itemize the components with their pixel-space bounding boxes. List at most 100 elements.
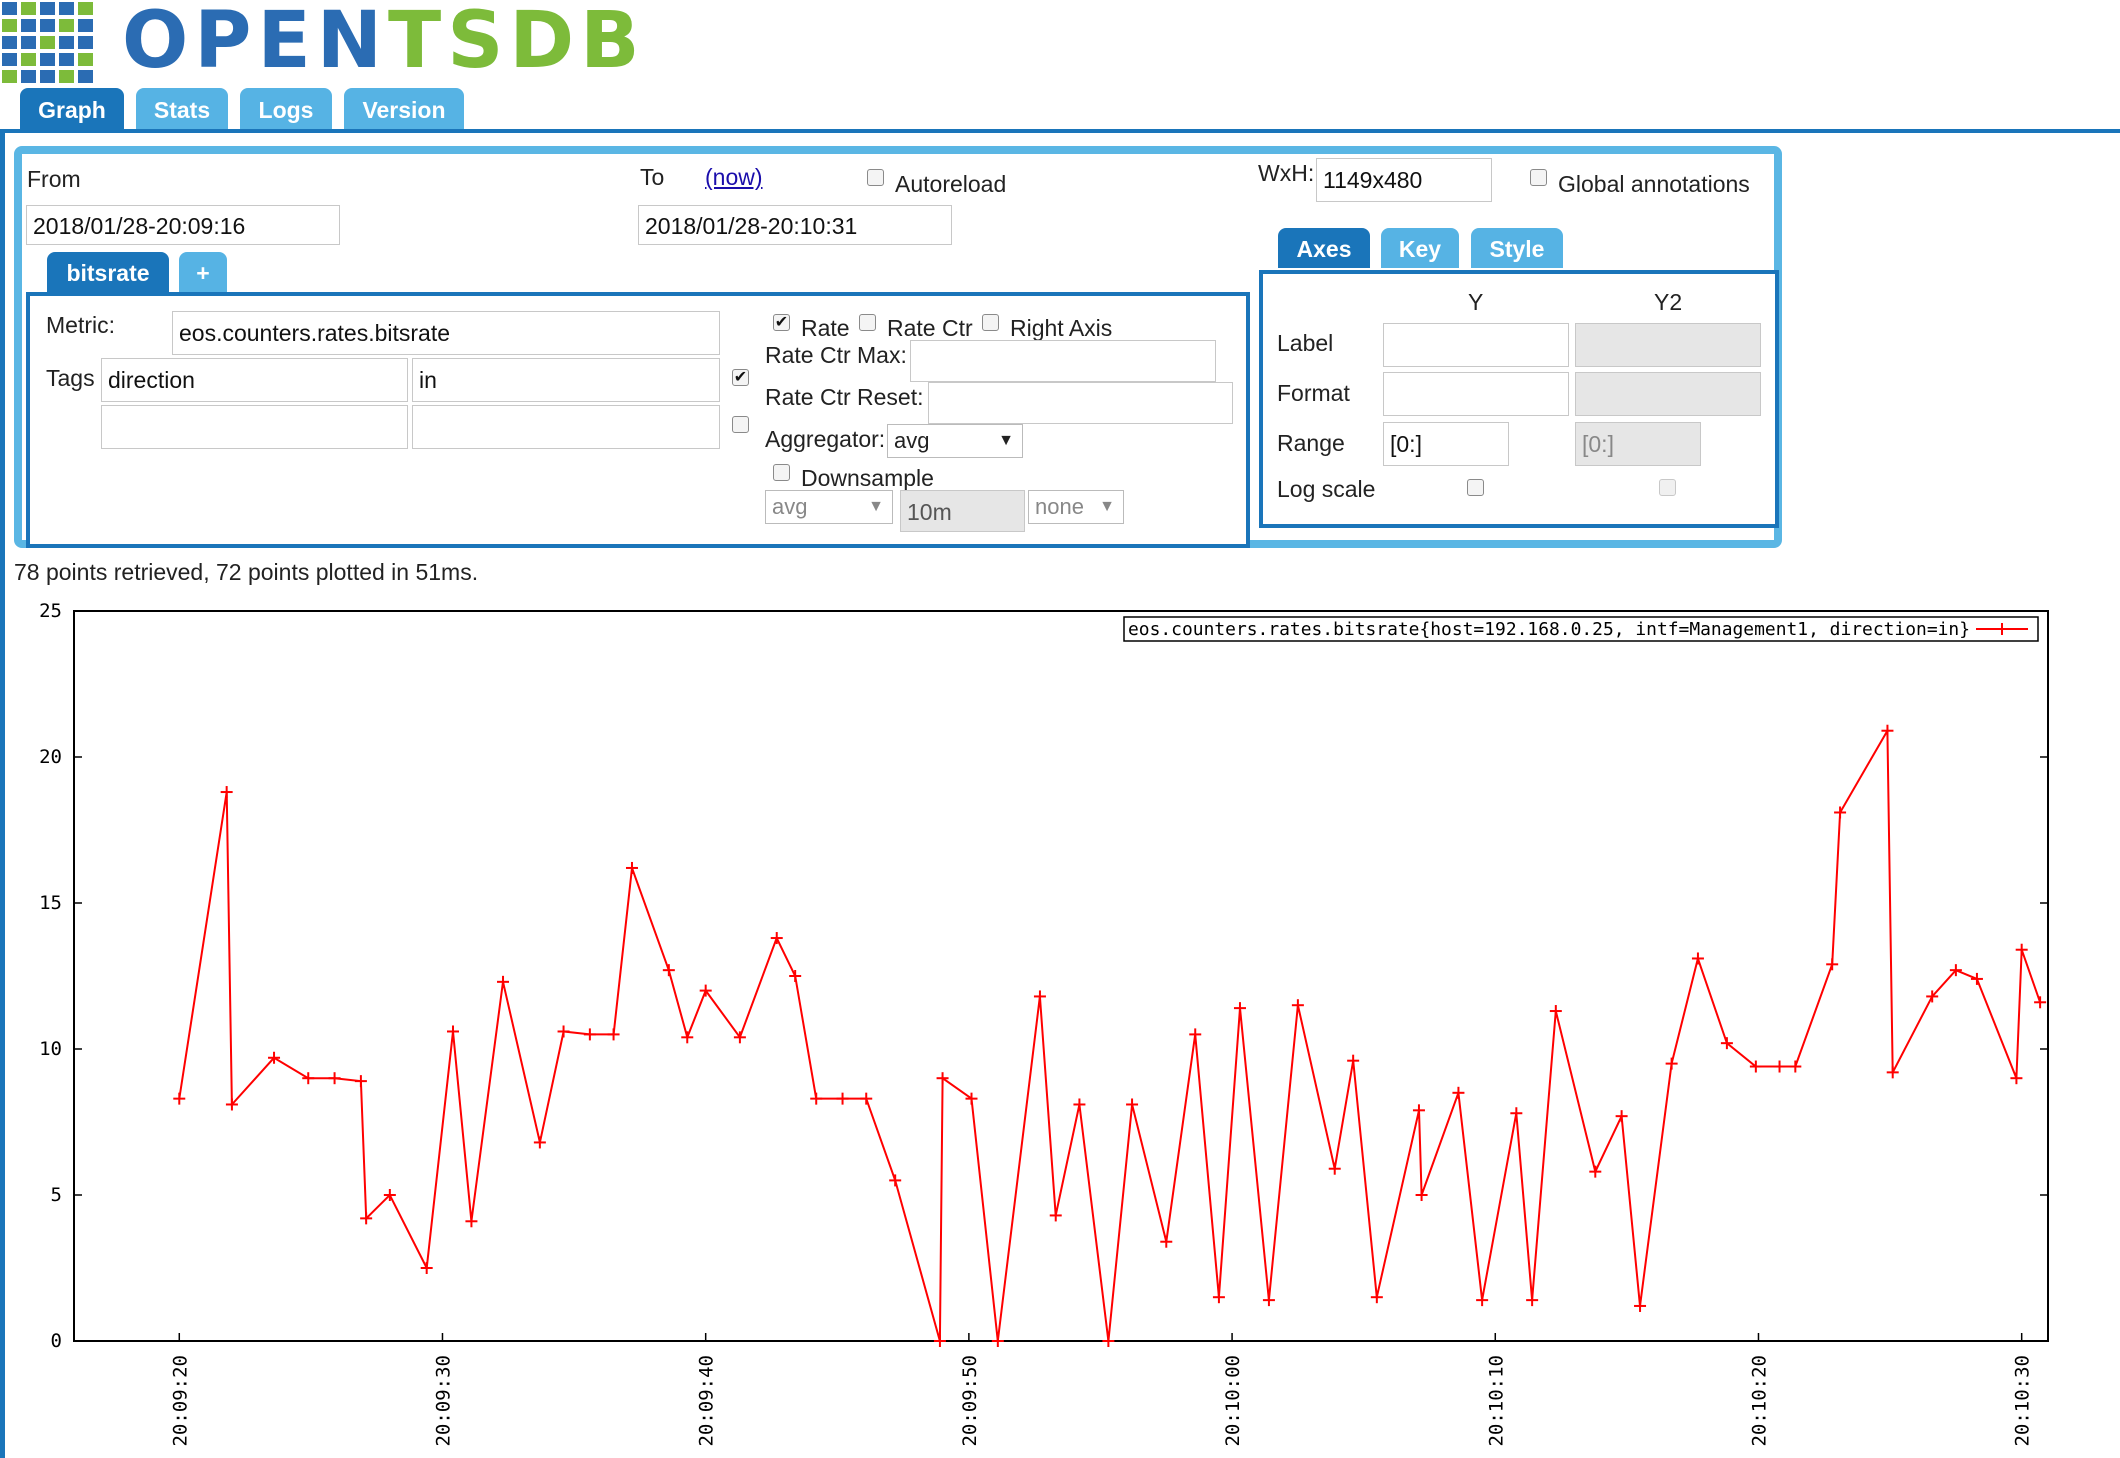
- autoreload-checkbox[interactable]: [867, 169, 884, 186]
- data-point: [354, 1075, 367, 1088]
- metric-tab-bitsrate[interactable]: bitsrate: [47, 252, 169, 292]
- data-point: [1949, 964, 1962, 977]
- data-point: [1291, 999, 1304, 1012]
- tag-key-input[interactable]: direction: [101, 358, 408, 402]
- data-point: [1233, 1002, 1246, 1015]
- plot-area: [73, 610, 2049, 1342]
- rate-ctr-checkbox[interactable]: [859, 314, 876, 331]
- logo-cell: [2, 70, 17, 83]
- logo-cell: [40, 53, 55, 66]
- data-point: [1886, 1066, 1899, 1079]
- y-tick-label: 0: [51, 1330, 62, 1352]
- data-point: [1691, 952, 1704, 965]
- x-tick-label: 20:09:30: [432, 1355, 454, 1447]
- from-date-input[interactable]: 2018/01/28-20:09:16: [26, 205, 340, 245]
- query-status-text: 78 points retrieved, 72 points plotted i…: [14, 559, 479, 585]
- data-point: [1826, 958, 1839, 971]
- y2-range-input[interactable]: [0:]: [1575, 422, 1701, 466]
- tags-label: Tags: [46, 365, 95, 391]
- tab-key[interactable]: Key: [1381, 228, 1459, 268]
- from-label: From: [27, 166, 81, 192]
- data-point: [1102, 1335, 1115, 1347]
- tab-logs[interactable]: Logs: [240, 88, 332, 130]
- y-label-input[interactable]: [1383, 323, 1569, 367]
- tag-group-by-checkbox-empty[interactable]: [732, 416, 749, 433]
- data-point: [497, 975, 510, 988]
- logo-cell: [2, 36, 17, 49]
- metric-input[interactable]: eos.counters.rates.bitsrate: [172, 311, 720, 355]
- add-metric-tab[interactable]: +: [179, 252, 227, 292]
- logo-cell: [21, 36, 36, 49]
- tab-style[interactable]: Style: [1471, 228, 1563, 268]
- data-point: [1370, 1291, 1383, 1304]
- tab-stats[interactable]: Stats: [136, 88, 228, 130]
- data-point: [699, 984, 712, 997]
- data-point: [836, 1092, 849, 1105]
- to-date-input[interactable]: 2018/01/28-20:10:31: [638, 205, 952, 245]
- y2-format-input[interactable]: [1575, 372, 1761, 416]
- global-annotations-checkbox[interactable]: [1530, 169, 1547, 186]
- tag-value-input-empty[interactable]: [412, 405, 720, 449]
- logo-cell: [2, 19, 17, 32]
- rate-ctr-reset-input[interactable]: [928, 382, 1233, 424]
- logo-cell: [59, 36, 74, 49]
- y-tick-label: 15: [39, 892, 62, 914]
- y-tick-label: 20: [39, 746, 62, 768]
- to-label: To: [640, 164, 665, 190]
- x-tick-label: 20:09:20: [169, 1355, 191, 1447]
- rate-checkbox[interactable]: ✔: [773, 314, 790, 331]
- tag-value-input[interactable]: in: [412, 358, 720, 402]
- data-point: [302, 1072, 315, 1085]
- x-tick-label: 20:10:00: [1222, 1355, 1244, 1447]
- tag-group-by-checkbox[interactable]: ✔: [732, 369, 749, 386]
- data-point: [583, 1028, 596, 1041]
- data-point: [1970, 972, 1983, 985]
- logo-cell: [40, 36, 55, 49]
- data-point: [447, 1025, 460, 1038]
- autoreload-label: Autoreload: [895, 171, 1007, 197]
- downsample-aggregator-select[interactable]: avg ▼: [765, 490, 893, 524]
- aggregator-select[interactable]: avg ▼: [887, 424, 1023, 458]
- wxh-label: WxH:: [1258, 160, 1315, 186]
- data-point: [1033, 990, 1046, 1003]
- rate-ctr-reset-label: Rate Ctr Reset:: [765, 384, 924, 410]
- y-format-input[interactable]: [1383, 372, 1569, 416]
- metric-label: Metric:: [46, 312, 115, 338]
- legend-label: eos.counters.rates.bitsrate{host=192.168…: [1128, 619, 1970, 640]
- y2-log-scale-checkbox[interactable]: [1659, 479, 1676, 496]
- dropdown-arrow-icon: ▼: [998, 432, 1014, 449]
- now-link[interactable]: (now): [705, 164, 763, 190]
- data-point: [1881, 724, 1894, 737]
- y2-axis-header: Y2: [1654, 289, 1683, 315]
- data-point: [1549, 1005, 1562, 1018]
- downsample-fill-select[interactable]: none ▼: [1028, 490, 1124, 524]
- downsample-interval-input[interactable]: 10m: [900, 490, 1025, 532]
- rate-ctr-label: Rate Ctr: [887, 315, 973, 341]
- data-point: [420, 1262, 433, 1274]
- data-point: [1049, 1209, 1062, 1222]
- tab-version[interactable]: Version: [344, 88, 464, 130]
- logo-cell: [40, 19, 55, 32]
- wxh-input[interactable]: 1149x480: [1316, 158, 1492, 202]
- tab-graph[interactable]: Graph: [20, 88, 124, 130]
- y-log-scale-checkbox[interactable]: [1467, 479, 1484, 496]
- data-point: [465, 1215, 478, 1228]
- right-axis-checkbox[interactable]: [982, 314, 999, 331]
- rate-ctr-max-input[interactable]: [910, 340, 1216, 382]
- data-point: [1189, 1028, 1202, 1041]
- data-point: [2010, 1072, 2023, 1085]
- logo-cell: [21, 53, 36, 66]
- logo-cell: [2, 2, 17, 15]
- legend-box: [1123, 616, 2039, 642]
- data-point: [1510, 1107, 1523, 1120]
- data-point: [557, 1025, 570, 1038]
- logo-cell: [59, 53, 74, 66]
- data-point: [1834, 806, 1847, 819]
- y2-label-input[interactable]: [1575, 323, 1761, 367]
- data-point: [1452, 1086, 1465, 1099]
- y-range-input[interactable]: [0:]: [1383, 422, 1509, 466]
- downsample-fill-value: none: [1035, 494, 1084, 519]
- tab-axes[interactable]: Axes: [1278, 228, 1370, 268]
- downsample-checkbox[interactable]: [773, 464, 790, 481]
- tag-key-input-empty[interactable]: [101, 405, 408, 449]
